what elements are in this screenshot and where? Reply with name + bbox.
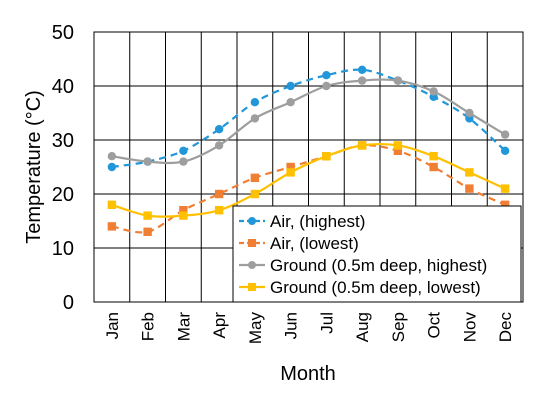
data-point xyxy=(357,76,367,85)
data-point xyxy=(107,222,117,231)
data-point xyxy=(286,81,295,91)
data-point xyxy=(429,162,438,172)
data-point xyxy=(286,162,295,172)
legend-marker xyxy=(248,283,256,291)
y-tick-label: 20 xyxy=(52,184,74,206)
legend-item: Ground (0.5m deep, lowest) xyxy=(239,278,481,297)
legend: Air, (highest) Air, (lowest) Ground (0.5m … xyxy=(232,205,522,303)
data-point xyxy=(357,141,367,150)
data-point xyxy=(465,108,474,118)
data-point xyxy=(393,146,403,155)
data-point xyxy=(286,168,295,177)
data-point xyxy=(393,141,403,150)
data-point xyxy=(143,227,152,236)
data-point xyxy=(250,189,260,199)
x-tick-label: Aug xyxy=(353,312,372,342)
y-tick-label: 50 xyxy=(52,22,74,44)
data-point xyxy=(214,189,224,199)
y-tick-label: 40 xyxy=(52,76,74,98)
data-point xyxy=(429,152,438,161)
legend-marker xyxy=(248,217,256,225)
data-point xyxy=(179,206,188,215)
data-point xyxy=(322,81,331,91)
legend-label: Air, (highest) xyxy=(270,212,365,231)
data-point xyxy=(179,211,188,220)
data-point xyxy=(322,71,331,80)
legend-label: Ground (0.5m deep, lowest) xyxy=(270,278,481,297)
x-tick-label: Jan xyxy=(103,312,122,339)
y-axis-title: Temperature (°C) xyxy=(23,90,45,244)
series-ground-0-5m-deep-highest xyxy=(107,76,510,166)
x-axis-title: Month xyxy=(280,363,336,385)
data-point xyxy=(465,168,474,177)
legend-box xyxy=(232,205,522,303)
grid-lines xyxy=(93,31,524,303)
data-point xyxy=(322,152,331,161)
x-tick-label: Oct xyxy=(425,312,444,339)
data-point xyxy=(214,141,224,150)
x-tick-label: Dec xyxy=(496,312,515,343)
data-point xyxy=(500,200,510,209)
data-point xyxy=(286,98,295,107)
data-point xyxy=(143,211,152,220)
legend-marker xyxy=(248,261,256,269)
x-tick-label: Jul xyxy=(317,312,336,334)
data-point xyxy=(500,146,510,155)
legend-item: Ground (0.5m deep, highest) xyxy=(239,256,487,275)
series-ground-0-5m-deep-lowest xyxy=(107,141,510,220)
data-point xyxy=(393,76,403,85)
data-point xyxy=(250,98,260,107)
data-point xyxy=(179,157,188,166)
x-tick-label: Sep xyxy=(389,312,408,342)
y-tick-label: 0 xyxy=(63,292,74,314)
data-point xyxy=(357,65,367,75)
data-point xyxy=(214,206,224,215)
data-point xyxy=(179,146,188,155)
legend-marker xyxy=(248,239,256,247)
legend-item: Air, (highest) xyxy=(239,212,365,231)
x-tick-label: Apr xyxy=(210,312,229,339)
data-point xyxy=(500,130,510,139)
data-point xyxy=(107,152,117,161)
x-tick-label: Nov xyxy=(460,312,479,343)
data-point xyxy=(250,114,260,123)
x-tick-label: Jun xyxy=(282,312,301,339)
x-tick-label: May xyxy=(246,312,265,345)
legend-label: Air, (lowest) xyxy=(270,234,359,253)
data-point xyxy=(107,162,117,172)
series-lines xyxy=(107,65,510,236)
legend-item: Air, (lowest) xyxy=(239,234,359,253)
axes: 0 10 20 30 40 50 Jan Feb Mar Apr May Jun Jul Aug Sep Oc… xyxy=(52,22,515,344)
data-point xyxy=(465,184,474,193)
data-point xyxy=(143,157,152,166)
x-tick-label: Feb xyxy=(139,312,158,341)
data-point xyxy=(500,184,510,193)
data-point xyxy=(214,125,224,134)
data-point xyxy=(107,200,117,209)
y-tick-label: 30 xyxy=(52,130,74,152)
x-tick-label: Mar xyxy=(174,312,193,342)
legend-label: Ground (0.5m deep, highest) xyxy=(270,256,487,275)
data-point xyxy=(429,87,438,96)
data-point xyxy=(250,173,260,182)
y-tick-label: 10 xyxy=(52,238,74,260)
